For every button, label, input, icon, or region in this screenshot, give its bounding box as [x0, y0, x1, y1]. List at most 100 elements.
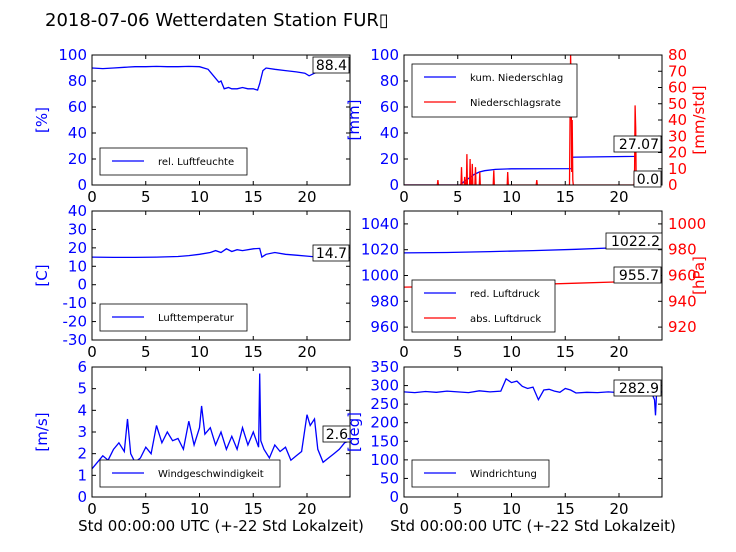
- y2-axis-label: [hPa]: [690, 256, 708, 295]
- y-tick-label: 4: [77, 401, 87, 419]
- value-annotation: 282.9: [619, 381, 659, 397]
- value-annotation: 27.07: [619, 137, 659, 153]
- y-tick-label: 980: [370, 292, 399, 310]
- x-tick-label: 0: [399, 343, 409, 361]
- y-tick-label: 0: [77, 488, 87, 506]
- x-tick-label: 10: [190, 500, 209, 518]
- y-tick-label: -10: [63, 294, 88, 312]
- y-tick-label: 10: [68, 257, 87, 275]
- y-tick-label: 350: [370, 358, 399, 376]
- series-line-1: [92, 247, 350, 259]
- y-axis-label: [mm]: [345, 100, 363, 141]
- value-annotation: 955.7: [619, 268, 659, 284]
- y2-tick-label: 920: [668, 318, 697, 336]
- y-axis-label: [C]: [33, 264, 51, 286]
- x-tick-label: 5: [453, 500, 463, 518]
- legend-box: [411, 63, 578, 118]
- y-tick-label: 1020: [361, 241, 399, 259]
- y-tick-label: 5: [77, 380, 87, 398]
- y-tick-label: 100: [58, 46, 87, 64]
- y-tick-label: 100: [370, 451, 399, 469]
- y-axis-label: [deg]: [345, 412, 363, 452]
- x-tick-label: 15: [244, 500, 263, 518]
- x-tick-label: 10: [502, 343, 521, 361]
- x-axis-label-right: Std 00:00:00 UTC (+-22 Std Lokalzeit): [390, 517, 676, 535]
- x-tick-label: 20: [609, 188, 628, 206]
- series-line-2: [404, 55, 662, 185]
- x-tick-label: 20: [297, 188, 316, 206]
- x-tick-label: 0: [87, 343, 97, 361]
- x-tick-label: 0: [399, 500, 409, 518]
- panel-5: 0 5 10 15 200123456[m/s]Windgeschwindigkeit2…: [33, 358, 351, 518]
- y-tick-label: 2: [77, 445, 87, 463]
- y-tick-label: 20: [68, 239, 87, 257]
- x-tick-label: 20: [297, 343, 316, 361]
- y-tick-label: 1040: [361, 215, 399, 233]
- y-tick-label: 40: [380, 124, 399, 142]
- y-tick-label: 20: [380, 150, 399, 168]
- series-line-1: [92, 65, 350, 91]
- x-tick-label: 0: [87, 500, 97, 518]
- y-tick-label: 0: [389, 176, 399, 194]
- y2-tick-label: 1000: [668, 215, 706, 233]
- y-tick-label: 60: [380, 98, 399, 116]
- series-line-1: [404, 149, 662, 185]
- y-tick-label: 960: [370, 318, 399, 336]
- panel-6: 0 5 10 15 20050100150200250300350[deg]Windri…: [345, 358, 663, 518]
- legend-label: kum. Niederschlag: [470, 73, 563, 84]
- y-tick-label: -20: [63, 313, 88, 331]
- x-tick-label: 15: [244, 343, 263, 361]
- y2-tick-label: 980: [668, 241, 697, 259]
- y2-tick-label: 940: [668, 292, 697, 310]
- x-axis-label-left: Std 00:00:00 UTC (+-22 Std Lokalzeit): [78, 517, 364, 535]
- x-tick-label: 20: [609, 500, 628, 518]
- x-tick-label: 15: [556, 343, 575, 361]
- legend-label: red. Luftdruck: [470, 289, 540, 300]
- legend-label: rel. Luftfeuchte: [158, 157, 234, 168]
- y-tick-label: 0: [77, 176, 87, 194]
- value-annotation-box: [613, 135, 662, 153]
- plot-frame: [91, 54, 351, 186]
- legend-label: Niederschlagsrate: [470, 98, 561, 109]
- y2-tick-label: 30: [668, 127, 687, 145]
- y-tick-label: 300: [370, 377, 399, 395]
- y-tick-label: 30: [68, 220, 87, 238]
- panel-1: 0 5 10 15 20 0 20 40 60 80 100 [%] rel. Luftfeuchte 8…: [33, 46, 351, 206]
- legend-box: [99, 459, 281, 488]
- y-tick-label: 200: [370, 414, 399, 432]
- legend-label: Lufttemperatur: [158, 313, 235, 324]
- y-tick-label: 40: [68, 202, 87, 220]
- y-tick-label: 1000: [361, 267, 399, 285]
- value-annotation-box: [312, 244, 350, 262]
- value-annotation: 2.6: [326, 427, 348, 443]
- x-tick-label: 10: [502, 500, 521, 518]
- y-tick-label: 6: [77, 358, 87, 376]
- y2-tick-label: 10: [668, 160, 687, 178]
- y-tick-label: 150: [370, 432, 399, 450]
- x-tick-label: 10: [190, 343, 209, 361]
- y2-axis-label: [mm/std]: [690, 85, 708, 154]
- x-tick-label: 15: [556, 500, 575, 518]
- y-axis-label: [m/s]: [33, 412, 51, 451]
- x-tick-label: 10: [190, 188, 209, 206]
- y-tick-label: 1: [77, 466, 87, 484]
- y2-tick-label: 50: [668, 95, 687, 113]
- legend-label: abs. Luftdruck: [470, 314, 541, 325]
- value-annotation-box: [322, 425, 351, 443]
- value-annotation: 1022.2: [611, 234, 660, 250]
- y-tick-label: 250: [370, 395, 399, 413]
- y2-tick-label: 40: [668, 111, 687, 129]
- y-tick-label: 0: [77, 276, 87, 294]
- value-annotation-box: [605, 232, 663, 250]
- y-tick-label: 60: [68, 98, 87, 116]
- panel-2: 0 5 10 15 2002040608010001020304050607080[mm…: [345, 46, 708, 206]
- value-annotation: 14.7: [316, 246, 347, 262]
- legend-label: Windrichtung: [470, 469, 537, 480]
- y-tick-label: 3: [77, 423, 87, 441]
- y2-tick-label: 20: [668, 144, 687, 162]
- series-line-1: [92, 373, 350, 470]
- figure-title: 2018-07-06 Wetterdaten Station FUR▯: [45, 10, 389, 31]
- legend-label: Windgeschwindigkeit: [158, 469, 264, 480]
- y-tick-label: 80: [68, 72, 87, 90]
